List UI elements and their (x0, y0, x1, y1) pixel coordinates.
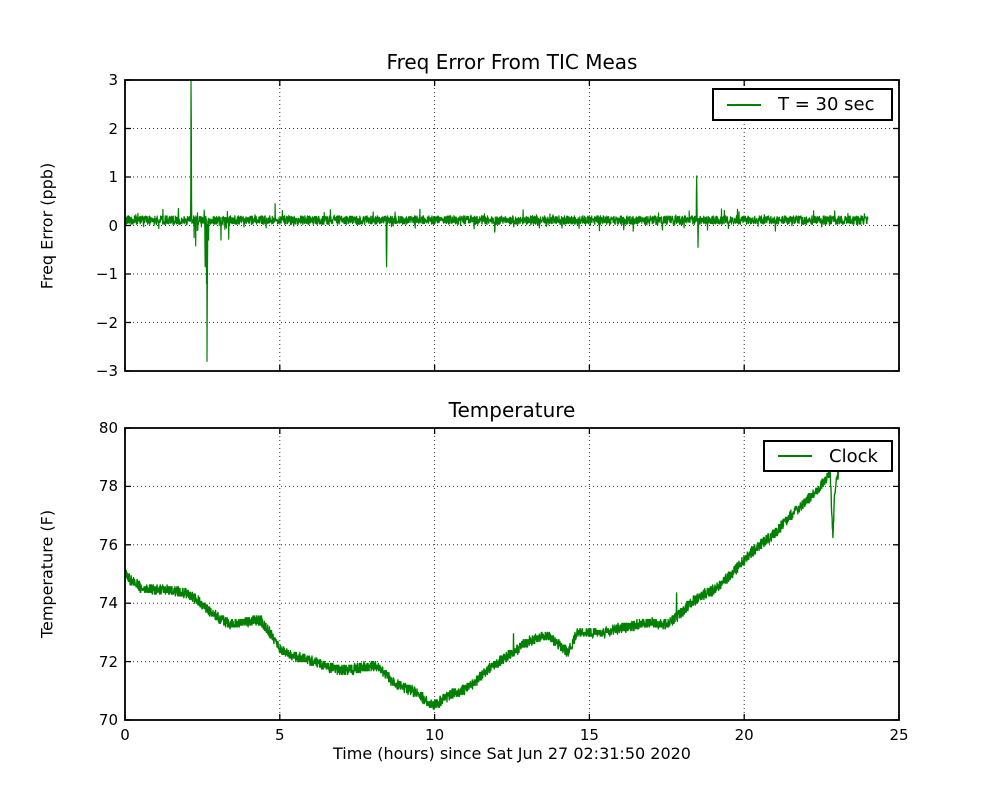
y-tick-label: 2 (108, 119, 118, 138)
plot1-title: Freq Error From TIC Meas (386, 50, 638, 74)
x-tick-label: 15 (579, 726, 599, 744)
plot1-legend-label: T = 30 sec (778, 94, 875, 115)
plot1-y-axis-label: Freq Error (ppb) (37, 162, 57, 290)
plot-border (124, 427, 900, 721)
y-tick-label: 80 (98, 419, 118, 437)
plot2-legend: Clock (763, 440, 893, 472)
y-tick-label: 1 (108, 168, 118, 186)
y-tick-label: 70 (98, 711, 118, 729)
data-series-line (124, 79, 869, 362)
plot2-title: Temperature (448, 398, 576, 422)
y-tick-label: −1 (95, 265, 118, 283)
x-tick-label: 5 (275, 726, 285, 744)
plot-border (124, 79, 900, 372)
plot1-legend: T = 30 sec (712, 88, 893, 121)
data-series-line (124, 469, 840, 710)
x-tick-label: 25 (889, 726, 909, 744)
y-tick-label: 3 (108, 71, 118, 89)
x-tick-label: 20 (734, 726, 754, 744)
legend-line-sample-icon (778, 455, 812, 457)
x-tick-label: 0 (120, 726, 130, 744)
plot2-y-axis-label: Temperature (F) (37, 509, 57, 639)
x-axis-label: Time (hours) since Sat Jun 27 02:31:50 2… (333, 744, 691, 763)
y-tick-label: 78 (98, 477, 118, 496)
y-tick-label: 74 (98, 594, 118, 613)
plot2-legend-label: Clock (829, 445, 878, 467)
y-tick-label: 76 (98, 535, 118, 554)
x-tick-label: 10 (425, 726, 445, 744)
y-tick-label: −2 (95, 313, 118, 332)
y-tick-label: 72 (98, 652, 118, 671)
legend-line-sample-icon (727, 103, 761, 106)
y-tick-label: −3 (95, 362, 118, 380)
y-tick-label: 0 (108, 216, 118, 235)
